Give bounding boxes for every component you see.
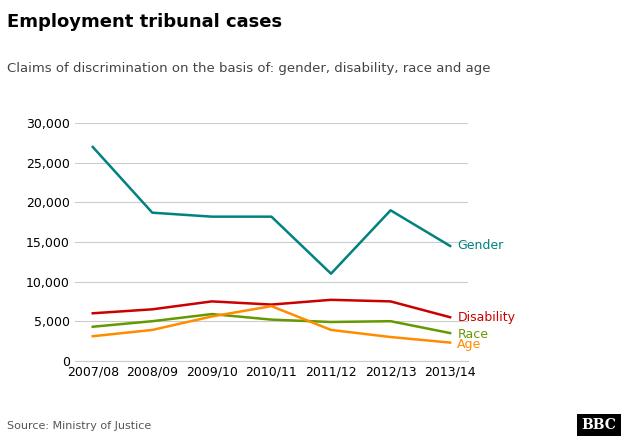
Text: Claims of discrimination on the basis of: gender, disability, race and age: Claims of discrimination on the basis of… <box>7 62 491 75</box>
Text: Employment tribunal cases: Employment tribunal cases <box>7 13 283 31</box>
Text: Source: Ministry of Justice: Source: Ministry of Justice <box>7 421 152 431</box>
Text: Gender: Gender <box>457 239 504 253</box>
Text: Disability: Disability <box>457 311 515 324</box>
Text: Age: Age <box>457 337 482 351</box>
Text: Race: Race <box>457 328 488 341</box>
Text: BBC: BBC <box>582 418 617 432</box>
